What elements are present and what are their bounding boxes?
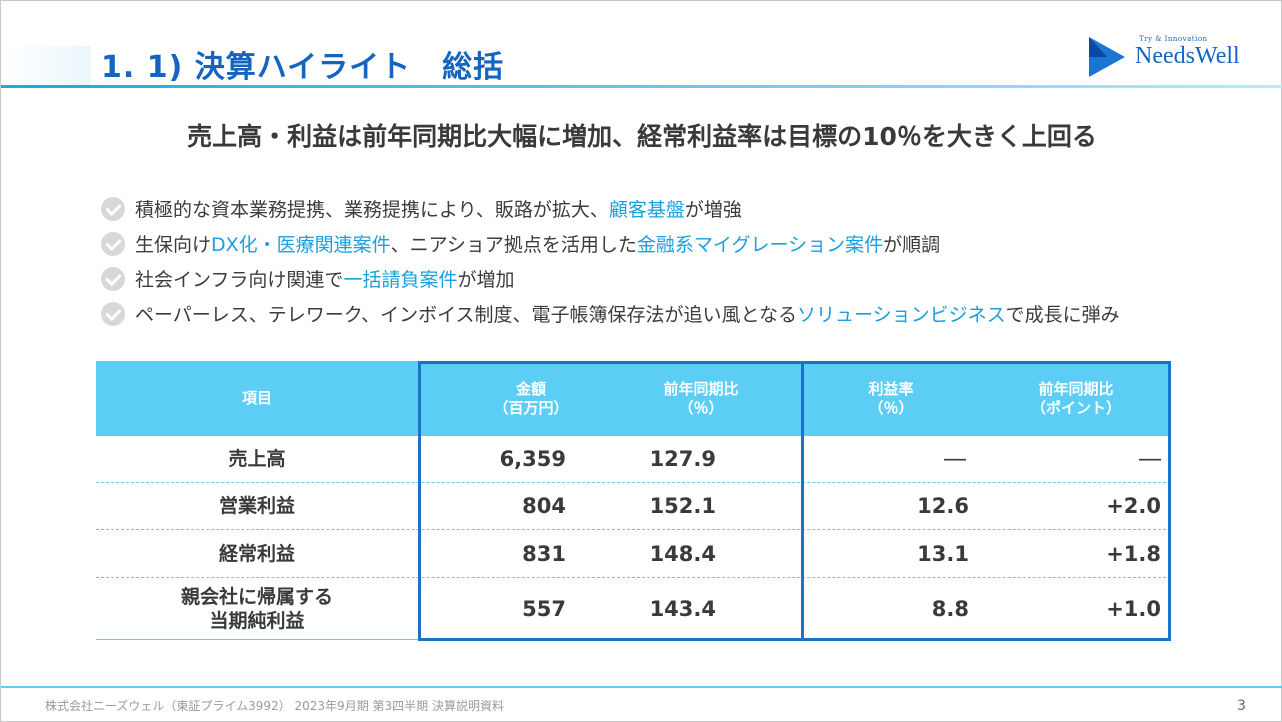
header-item: 項目 <box>96 361 418 436</box>
row-label: 営業利益 <box>218 495 295 517</box>
amount-cell: 557 <box>522 596 566 621</box>
bullet-item: 積極的な資本業務提携、業務提携により、販路が拡大、顧客基盤が増強 <box>101 191 1221 226</box>
header-amount: 金額 （百万円） <box>466 361 596 436</box>
header-margin-yoy-label: 前年同期比 （ポイント） <box>1030 379 1121 417</box>
page-number: 3 <box>1237 698 1246 714</box>
margin-yoy-cell: +1.8 <box>1106 541 1161 566</box>
bullet-list: 積極的な資本業務提携、業務提携により、販路が拡大、顧客基盤が増強 生保向けDX化… <box>101 191 1221 331</box>
yoy-cell: 143.4 <box>649 596 716 621</box>
table-row: 売上高 6,359 127.9 ― ― <box>96 436 1171 483</box>
margin-cell: 12.6 <box>917 494 969 518</box>
body-text: 生保向け <box>135 234 212 256</box>
margin-cell: ― <box>944 446 966 472</box>
check-icon <box>101 266 125 291</box>
header-margin-label: 利益率 （％） <box>868 379 914 417</box>
margin-group-frame <box>801 361 1171 641</box>
footer-rule <box>1 686 1282 688</box>
margin-yoy-cell: +2.0 <box>1106 494 1161 518</box>
bullet-text: 生保向けDX化・医療関連案件、ニアショア拠点を活用した金融系マイグレーション案件… <box>135 230 940 257</box>
bullet-item: 生保向けDX化・医療関連案件、ニアショア拠点を活用した金融系マイグレーション案件… <box>101 226 1221 261</box>
body-text: で成長に弾み <box>1005 304 1120 326</box>
logo-tagline: Try & Innovation <box>1139 35 1208 43</box>
margin-yoy-cell: +1.0 <box>1106 596 1161 621</box>
highlight-text: 一括請負案件 <box>343 269 458 291</box>
margin-cell: 13.1 <box>917 541 969 566</box>
title-accent <box>1 46 91 86</box>
header-margin-yoy: 前年同期比 （ポイント） <box>996 361 1156 436</box>
row-label: 経常利益 <box>218 542 295 565</box>
amount-group-frame <box>418 361 804 641</box>
logo-name: NeedsWell <box>1135 43 1240 69</box>
highlight-text: DX化・医療関連案件 <box>211 234 391 256</box>
bullet-item: ペーパーレス、テレワーク、インボイス制度、電子帳簿保存法が追い風となるソリューシ… <box>101 296 1221 331</box>
header-margin: 利益率 （％） <box>826 361 956 436</box>
body-text: 、ニアショア拠点を活用した <box>390 234 637 256</box>
table-header: 項目 金額 （百万円） 前年同期比 （％） 利益率 （％） 前年同期比 （ポイン… <box>96 361 1171 436</box>
margin-yoy-cell: ― <box>1139 446 1161 472</box>
body-text: ペーパーレス、テレワーク、インボイス制度、電子帳簿保存法が追い風となる <box>135 304 797 326</box>
body-text: が順調 <box>883 234 941 256</box>
company-logo: Try & Innovation NeedsWell <box>1089 35 1259 81</box>
header-yoy: 前年同期比 （％） <box>621 361 781 436</box>
amount-cell: 6,359 <box>499 447 566 471</box>
margin-cell: 8.8 <box>931 596 969 621</box>
title-underline <box>1 85 1282 88</box>
bullet-text: 積極的な資本業務提携、業務提携により、販路が拡大、顧客基盤が増強 <box>135 195 742 222</box>
table-row: 経常利益 831 148.4 13.1 +1.8 <box>96 530 1171 578</box>
page-title: 1. 1) 決算ハイライト 総括 <box>101 50 505 85</box>
title-bar: 1. 1) 決算ハイライト 総括 <box>1 34 1282 88</box>
logo-triangle-shadow-icon <box>1089 37 1107 57</box>
row-label: 親会社に帰属する 当期純利益 <box>180 585 333 632</box>
row-label: 売上高 <box>228 448 286 470</box>
header-amount-label: 金額 （百万円） <box>493 379 569 417</box>
body-text: 社会インフラ向け関連で <box>135 269 344 291</box>
bullet-text: 社会インフラ向け関連で一括請負案件が増加 <box>135 265 514 292</box>
check-icon <box>101 196 125 221</box>
bullet-text: ペーパーレス、テレワーク、インボイス制度、電子帳簿保存法が追い風となるソリューシ… <box>135 300 1120 327</box>
amount-cell: 804 <box>522 494 566 518</box>
body-text: 積極的な資本業務提携、業務提携により、販路が拡大、 <box>135 199 609 221</box>
highlight-text: ソリューションビジネス <box>796 304 1006 326</box>
highlight-text: 金融系マイグレーション案件 <box>636 234 884 256</box>
body-text: が増加 <box>457 269 515 291</box>
headline: 売上高・利益は前年同期比大幅に増加、経常利益率は目標の10％を大きく上回る <box>187 122 1097 151</box>
check-icon <box>101 231 125 256</box>
bullet-item: 社会インフラ向け関連で一括請負案件が増加 <box>101 261 1221 296</box>
yoy-cell: 127.9 <box>649 447 716 471</box>
results-table: 項目 金額 （百万円） 前年同期比 （％） 利益率 （％） 前年同期比 （ポイン… <box>96 361 1171 641</box>
footer-caption: 株式会社ニーズウェル（東証プライム3992） 2023年9月期 第3四半期 決算… <box>45 699 504 713</box>
table-row: 営業利益 804 152.1 12.6 +2.0 <box>96 483 1171 530</box>
yoy-cell: 148.4 <box>649 541 716 566</box>
amount-cell: 831 <box>522 541 566 566</box>
check-icon <box>101 301 125 326</box>
highlight-text: 顧客基盤 <box>608 199 685 221</box>
body-text: が増強 <box>684 199 742 221</box>
header-item-label: 項目 <box>241 389 272 407</box>
yoy-cell: 152.1 <box>649 494 716 518</box>
header-yoy-label: 前年同期比 （％） <box>663 379 739 417</box>
